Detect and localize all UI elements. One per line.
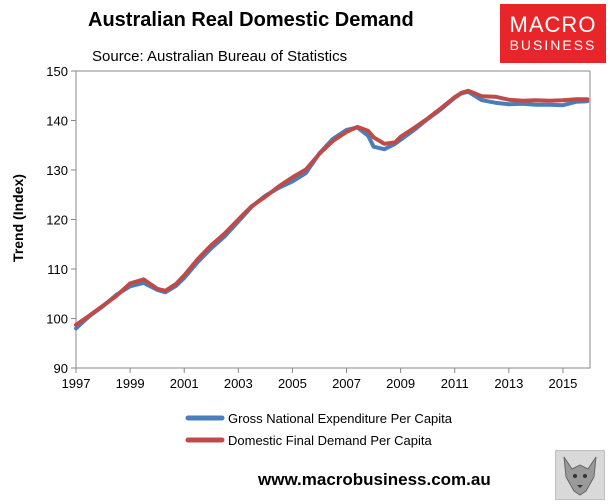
x-tick-label: 2007: [332, 376, 361, 391]
x-tick-label: 2009: [386, 376, 415, 391]
y-tick-label: 130: [46, 163, 68, 178]
x-tick-label: 2013: [494, 376, 523, 391]
y-axis-title: Trend (Index): [10, 174, 26, 262]
wolf-icon: [555, 450, 605, 500]
logo-line-1: MACRO: [509, 12, 597, 37]
legend-label: Gross National Expenditure Per Capita: [228, 411, 453, 426]
y-tick-label: 100: [46, 312, 68, 327]
x-tick-label: 1997: [62, 376, 91, 391]
y-tick-label: 110: [47, 262, 68, 277]
x-tick-label: 2001: [170, 376, 199, 391]
macrobusiness-logo: MACRO BUSINESS: [500, 4, 606, 63]
x-tick-label: 2015: [548, 376, 577, 391]
x-tick-label: 2005: [278, 376, 307, 391]
chart-title: Australian Real Domestic Demand: [88, 9, 414, 31]
y-tick-label: 90: [54, 361, 68, 376]
x-axis: 1997 1999 2001 2003 2005 2007 2009 2011 2013 2015: [62, 368, 577, 391]
plot-area: [75, 70, 591, 369]
x-tick-label: 1999: [116, 376, 145, 391]
x-tick-label: 2003: [224, 376, 253, 391]
footer-url: www.macrobusiness.com.au: [258, 470, 491, 489]
series-layer: [74, 88, 590, 331]
y-axis: 90 100 110 120 130 140 150: [46, 64, 76, 376]
y-tick-label: 140: [46, 114, 68, 129]
logo-line-2: BUSINESS: [509, 37, 597, 53]
legend: Gross National Expenditure Per Capita Dom…: [185, 411, 453, 448]
y-tick-label: 150: [46, 64, 68, 79]
chart-subtitle: Source: Australian Bureau of Statistics: [92, 48, 348, 65]
x-tick-label: 2011: [441, 376, 469, 391]
legend-label: Domestic Final Demand Per Capita: [228, 433, 433, 448]
y-tick-label: 120: [46, 213, 68, 228]
series-line-dfd: [74, 88, 590, 327]
